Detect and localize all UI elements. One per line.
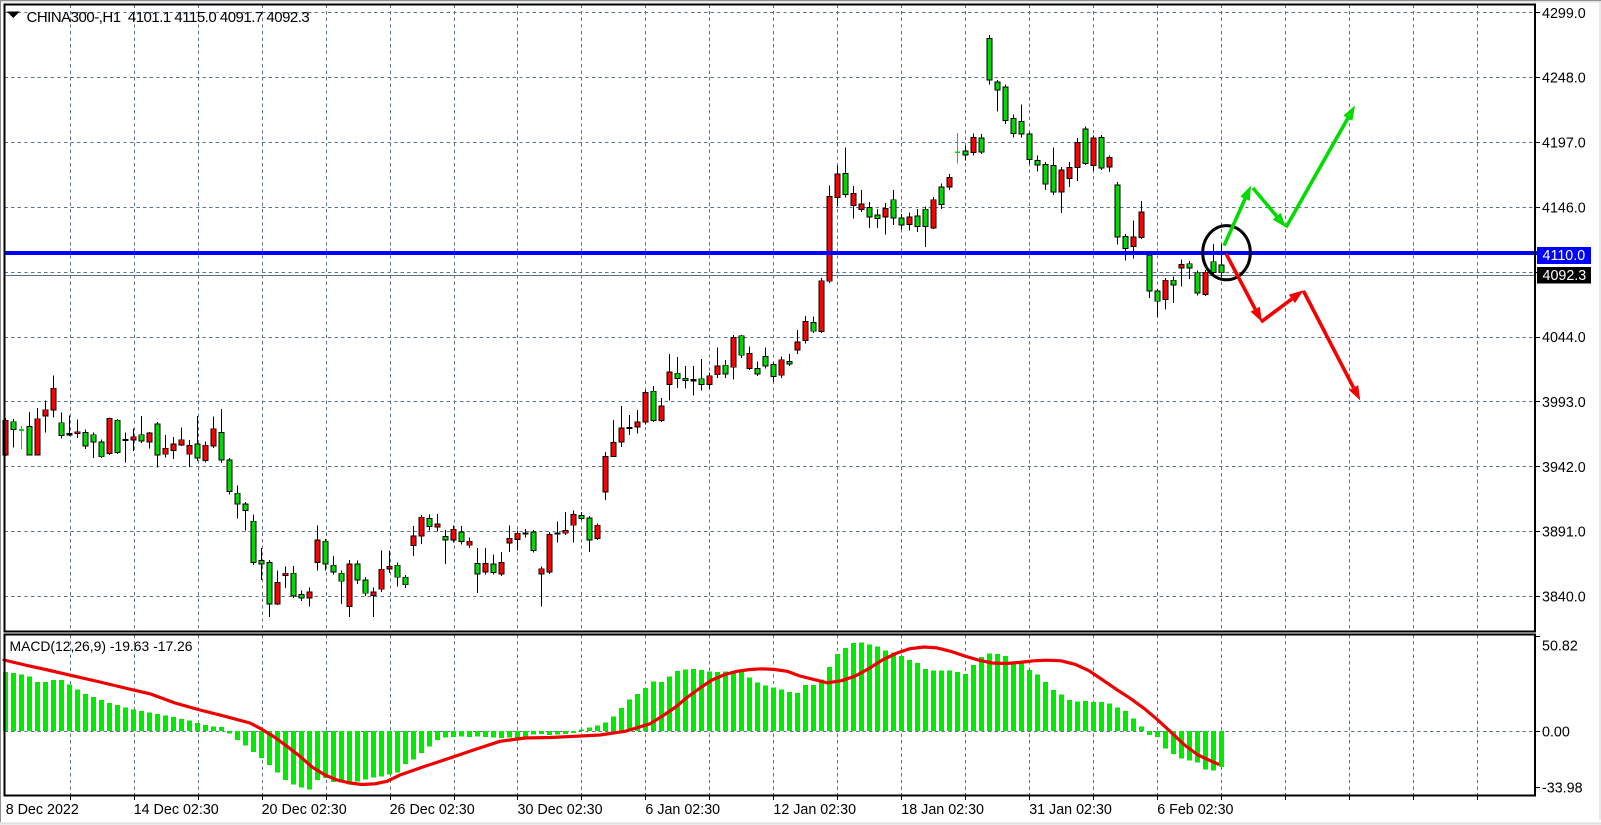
svg-text:30 Dec 02:30: 30 Dec 02:30	[518, 802, 603, 818]
svg-text:31 Jan 02:30: 31 Jan 02:30	[1029, 802, 1112, 818]
svg-text:20 Dec 02:30: 20 Dec 02:30	[262, 802, 347, 818]
svg-text:8 Dec 2022: 8 Dec 2022	[6, 802, 79, 818]
svg-text:3942.0: 3942.0	[1542, 460, 1586, 476]
svg-text:18 Jan 02:30: 18 Jan 02:30	[901, 802, 984, 818]
svg-text:4299.0: 4299.0	[1542, 6, 1586, 22]
svg-text:4110.0: 4110.0	[1543, 248, 1586, 264]
svg-text:12 Jan 02:30: 12 Jan 02:30	[773, 802, 856, 818]
svg-text:4044.0: 4044.0	[1542, 330, 1586, 346]
svg-text:50.82: 50.82	[1542, 638, 1578, 654]
svg-text:4197.0: 4197.0	[1542, 136, 1586, 152]
svg-text:4248.0: 4248.0	[1542, 71, 1586, 87]
svg-text:14 Dec 02:30: 14 Dec 02:30	[134, 802, 219, 818]
svg-text:CHINA300-,H1 4101.1 4115.0 40: CHINA300-,H1 4101.1 4115.0 4091.7 4092.3	[27, 9, 310, 26]
svg-text:6 Jan 02:30: 6 Jan 02:30	[645, 802, 720, 818]
svg-text:4092.3: 4092.3	[1543, 268, 1587, 284]
svg-text:MACD(12,26,9) -19.63 -17.26: MACD(12,26,9) -19.63 -17.26	[10, 638, 193, 654]
svg-text:4146.0: 4146.0	[1542, 200, 1586, 216]
svg-text:3891.0: 3891.0	[1542, 525, 1586, 541]
svg-text:26 Dec 02:30: 26 Dec 02:30	[390, 802, 475, 818]
svg-text:0.00: 0.00	[1542, 725, 1570, 741]
svg-text:3840.0: 3840.0	[1542, 590, 1586, 606]
svg-text:-33.98: -33.98	[1542, 780, 1583, 796]
svg-text:6 Feb 02:30: 6 Feb 02:30	[1157, 802, 1233, 818]
svg-text:3993.0: 3993.0	[1542, 395, 1586, 411]
